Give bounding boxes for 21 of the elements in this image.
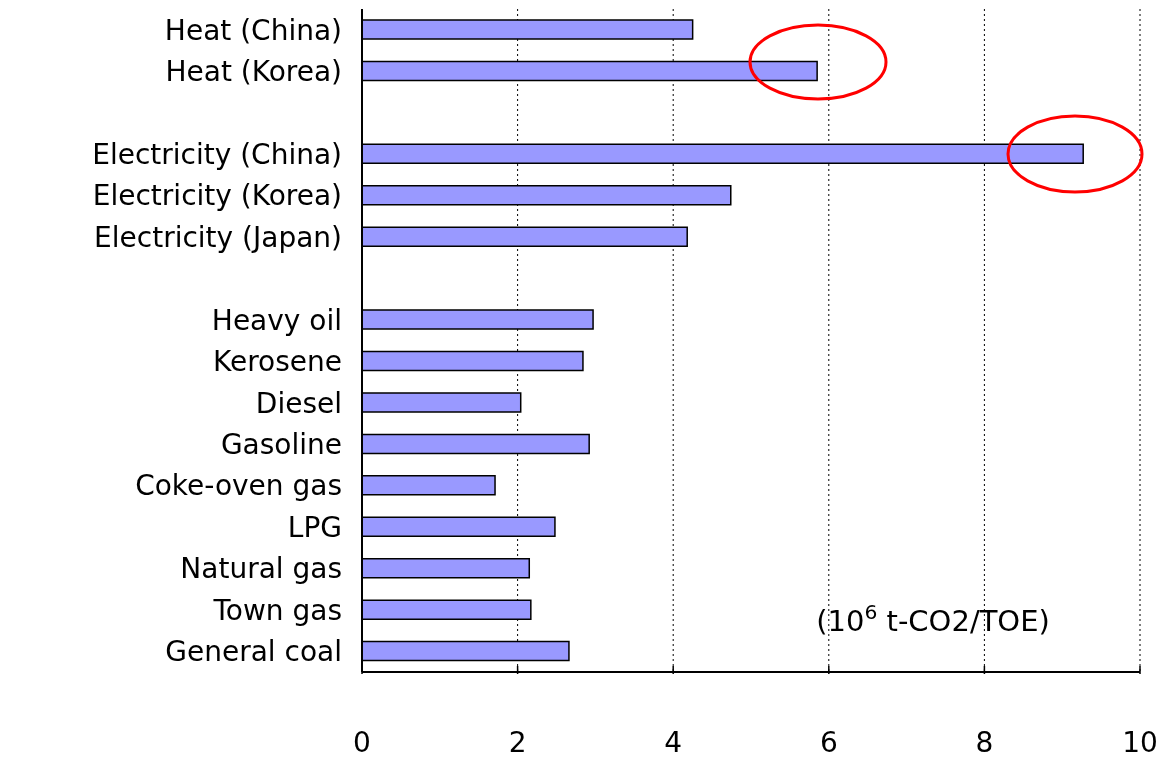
y-tick-label: Natural gas [180, 552, 342, 586]
annotation: (10$^{6}$ t-CO2/TOE) [816, 600, 1050, 638]
x-tick-label: 10 [1122, 726, 1158, 759]
y-tick-label: LPG [287, 510, 342, 544]
x-tick-label: 4 [664, 726, 683, 759]
y-tick-label: Heat (China) [164, 13, 342, 47]
x-tick-label: 8 [975, 726, 994, 759]
y-tick-label: Coke-oven gas [135, 469, 342, 503]
y-tick-label: Town gas [212, 593, 342, 627]
y-tick-label: Heat (Korea) [165, 55, 342, 89]
y-tick-label: General coal [165, 635, 342, 669]
x-tick-label: 0 [353, 726, 371, 759]
y-tick-label: Electricity (Korea) [92, 179, 342, 213]
y-tick-label: Heavy oil [211, 303, 342, 337]
y-tick-label: Gasoline [220, 428, 342, 462]
x-tick-label: 2 [508, 726, 527, 759]
y-tick-label: Kerosene [212, 345, 342, 379]
y-tick-label: Electricity (China) [92, 137, 342, 171]
y-tick-label: Electricity (Japan) [94, 220, 342, 254]
x-tick-label: 6 [819, 726, 838, 759]
y-tick-label: Diesel [255, 386, 342, 420]
